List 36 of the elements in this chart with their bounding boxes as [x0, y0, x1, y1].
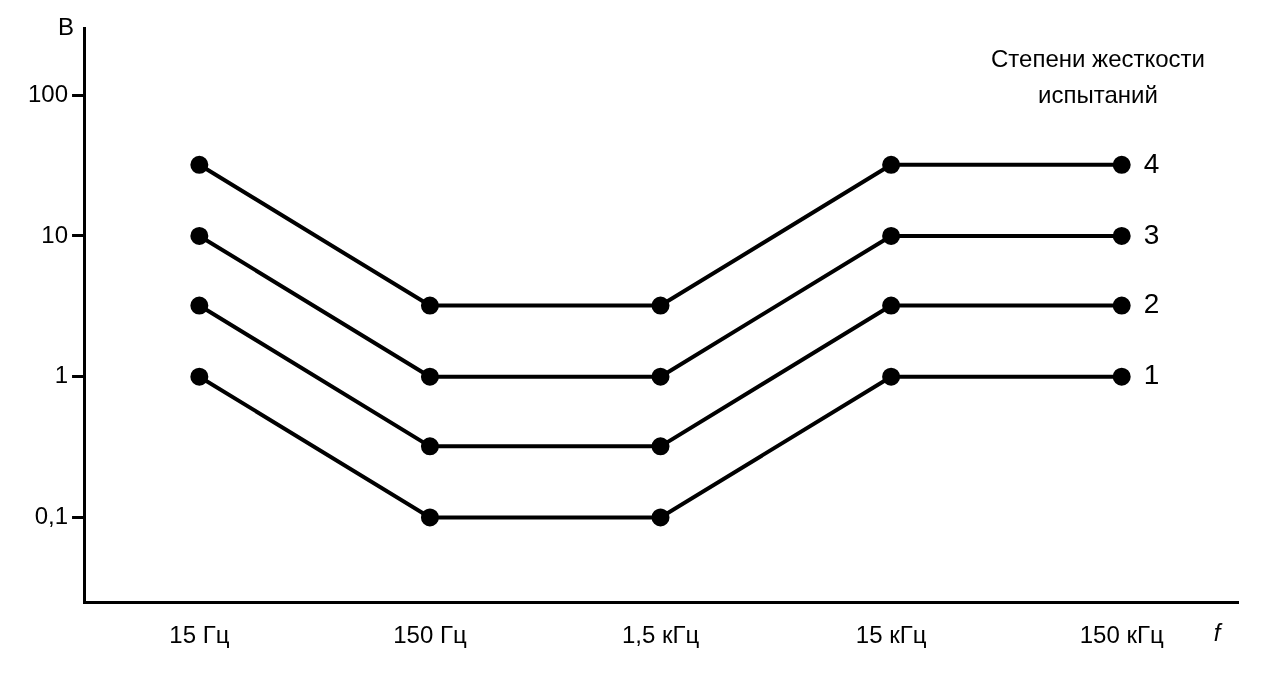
point: [1112, 296, 1131, 315]
point: [190, 367, 209, 386]
point: [882, 296, 901, 315]
point: [882, 226, 901, 245]
y-tick-label: 100: [28, 79, 69, 107]
series-label: 2: [1143, 288, 1160, 320]
point: [1112, 367, 1131, 386]
point: [190, 226, 209, 245]
y-tick-label: 10: [41, 220, 69, 248]
point: [190, 296, 209, 315]
point: [190, 155, 209, 174]
point: [882, 367, 901, 386]
series-label: 3: [1143, 218, 1160, 250]
point: [1112, 226, 1131, 245]
point: [651, 296, 670, 315]
series-label: 1: [1143, 359, 1160, 391]
x-tick-label: 1,5 кГц: [621, 621, 700, 649]
point: [882, 155, 901, 174]
x-tick-label: 150 Гц: [393, 621, 467, 649]
point: [651, 508, 670, 527]
point: [1112, 155, 1131, 174]
point: [420, 367, 439, 386]
point: [420, 437, 439, 456]
point: [651, 367, 670, 386]
legend-title: Степени жесткости испытаний: [991, 44, 1205, 108]
point: [651, 437, 670, 456]
x-axis-title: f: [1213, 618, 1223, 646]
y-tick-label: 0,1: [34, 502, 69, 530]
x-tick-label: 150 кГц: [1079, 621, 1164, 649]
point: [420, 296, 439, 315]
y-axis-title: В: [58, 12, 75, 40]
y-tick-label: 1: [54, 361, 69, 389]
x-tick-label: 15 Гц: [169, 621, 230, 649]
x-tick-label: 15 кГц: [855, 621, 927, 649]
series-label: 4: [1143, 147, 1160, 179]
point: [420, 508, 439, 527]
